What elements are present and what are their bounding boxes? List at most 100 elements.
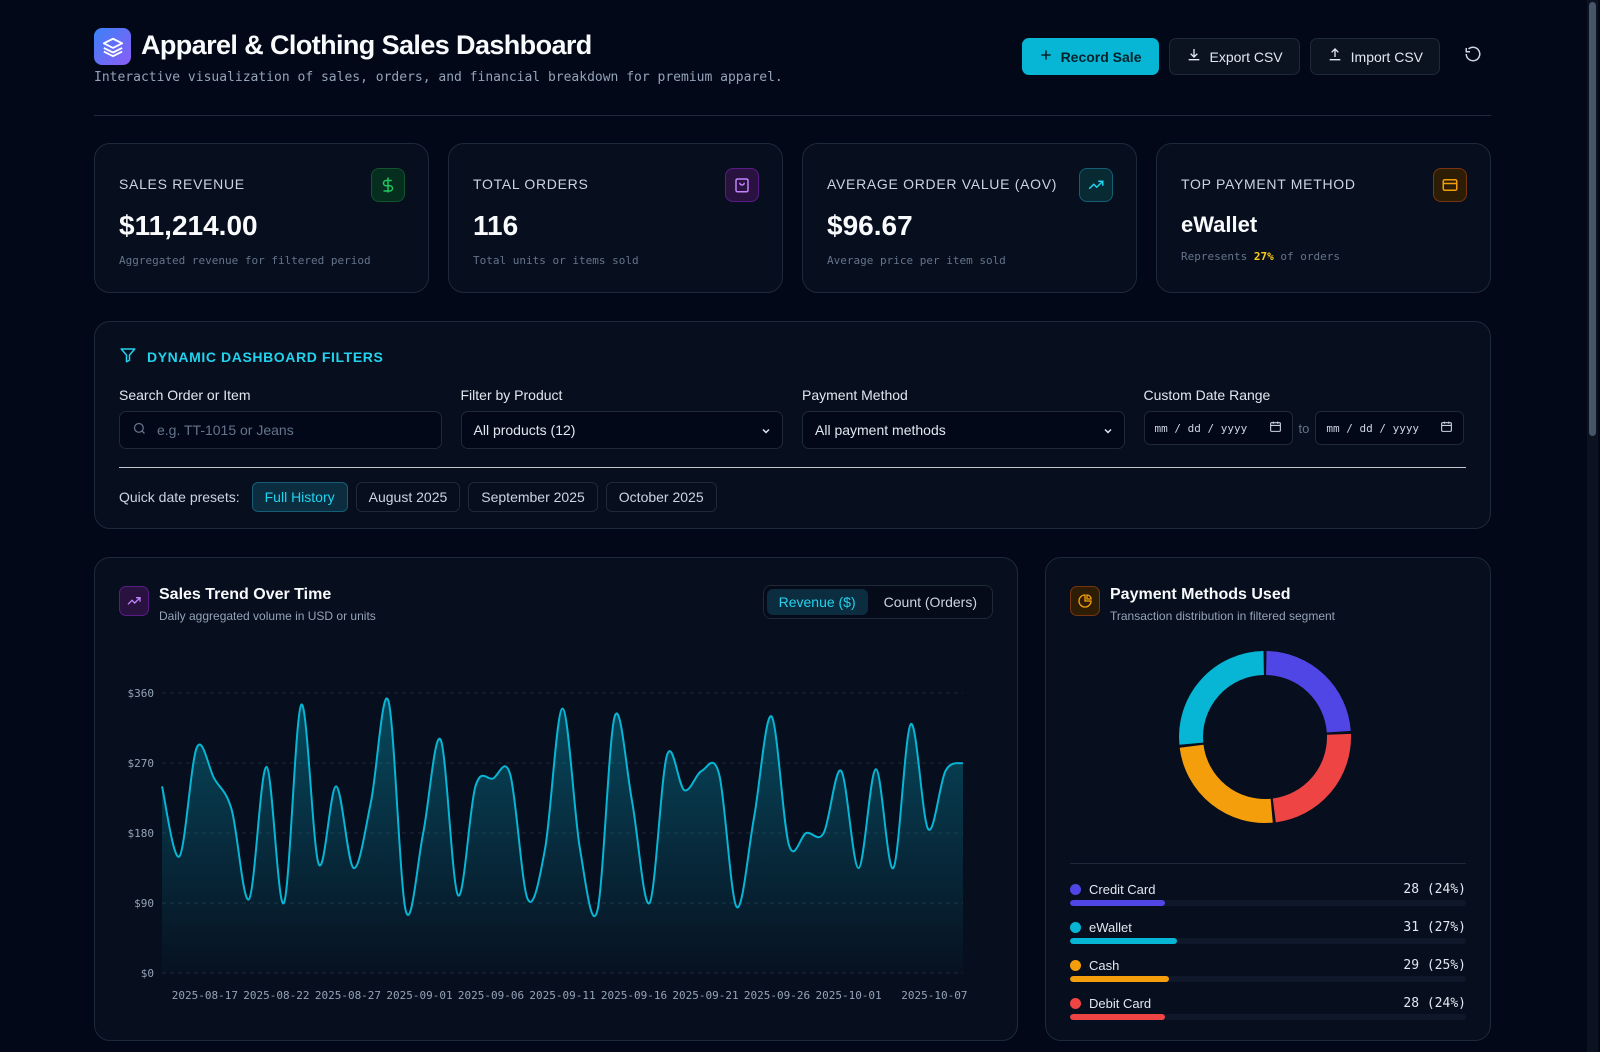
legend-label: Debit Card (1089, 995, 1152, 1011)
filter-icon (119, 346, 137, 367)
filters-divider (119, 467, 1466, 468)
payment-subtitle: Transaction distribution in filtered seg… (1110, 609, 1335, 623)
donut-slice-cash[interactable] (1179, 744, 1273, 823)
legend-dot (1070, 921, 1081, 933)
y-tick-label: $360 (128, 687, 155, 700)
donut-slice-ewallet[interactable] (1179, 651, 1265, 745)
preset-august-2025[interactable]: August 2025 (355, 482, 461, 512)
page-subtitle: Interactive visualization of sales, orde… (94, 70, 783, 85)
trending-up-icon (1079, 168, 1113, 202)
kpi-row: SALES REVENUE $11,214.00 Aggregated reve… (94, 143, 1491, 293)
product-filter-label: Filter by Product (460, 387, 563, 403)
x-tick-label: 2025-10-01 (815, 989, 881, 1002)
kpi-value: 116 (473, 210, 519, 241)
kpi-label: SALES REVENUE (119, 176, 245, 192)
date-presets: Quick date presets: Full History August … (119, 482, 1466, 512)
layers-icon (94, 28, 131, 65)
legend-item-ewallet: eWallet 31 (27%) (1070, 918, 1466, 944)
preset-full-history[interactable]: Full History (251, 482, 348, 512)
legend-item-debit-card: Debit Card 28 (24%) (1070, 994, 1466, 1020)
page-scrollbar[interactable] (1587, 0, 1598, 1052)
legend-value: 31 (27%) (1403, 919, 1466, 935)
legend-label: Credit Card (1089, 881, 1156, 897)
legend-dot (1070, 883, 1081, 895)
kpi-card-top-payment: TOP PAYMENT METHOD eWallet Represents 27… (1156, 143, 1491, 293)
x-tick-label: 2025-08-17 (172, 989, 238, 1002)
y-tick-label: $180 (128, 827, 155, 840)
credit-card-icon (1433, 168, 1467, 202)
sales-trend-card: Sales Trend Over Time Daily aggregated v… (94, 557, 1018, 1041)
legend-bar-fill (1070, 938, 1177, 944)
legend-value: 29 (25%) (1403, 957, 1466, 973)
x-tick-label: 2025-09-16 (601, 989, 667, 1002)
y-tick-label: $0 (141, 967, 154, 980)
x-tick-label: 2025-09-26 (744, 989, 810, 1002)
kpi-card-orders: TOTAL ORDERS 116 Total units or items so… (448, 143, 783, 293)
kpi-label: TOP PAYMENT METHOD (1181, 176, 1356, 192)
toggle-count[interactable]: Count (Orders) (883, 594, 977, 610)
y-tick-label: $90 (134, 897, 154, 910)
preset-october-2025[interactable]: October 2025 (605, 482, 717, 512)
legend-item-cash: Cash 29 (25%) (1070, 956, 1466, 982)
legend-item-credit-card: Credit Card 28 (24%) (1070, 880, 1466, 906)
presets-label: Quick date presets: (119, 489, 240, 505)
legend-bar-track (1070, 1014, 1466, 1020)
kpi-card-revenue: SALES REVENUE $11,214.00 Aggregated reve… (94, 143, 429, 293)
trend-metric-toggle: Revenue ($) Count (Orders) (762, 585, 993, 619)
sales-trend-chart: $0 $90 $180 $270 $360 2025-08-17 2025-08-22 202… (128, 687, 968, 1002)
search-input[interactable]: e.g. TT-1015 or Jeans (119, 411, 442, 449)
payment-donut-chart (1179, 651, 1351, 823)
legend-label: Cash (1089, 957, 1120, 973)
payment-select[interactable]: All payment methods (802, 411, 1125, 449)
page-title: Apparel & Clothing Sales Dashboard (141, 30, 592, 60)
dollar-icon (371, 168, 405, 202)
kpi-note: Total units or items sold (473, 254, 639, 267)
payment-filter-label: Payment Method (802, 387, 908, 403)
upload-icon (1327, 47, 1343, 66)
payment-title: Payment Methods Used (1110, 586, 1291, 603)
legend-dot (1070, 959, 1081, 971)
trend-title: Sales Trend Over Time (159, 586, 332, 603)
reset-button[interactable] (1454, 38, 1491, 75)
scrollbar-thumb[interactable] (1589, 2, 1596, 436)
x-tick-label: 2025-09-11 (529, 989, 595, 1002)
export-csv-button[interactable]: Export CSV (1168, 38, 1300, 75)
legend-bar-fill (1070, 976, 1169, 982)
donut-slice-debit-card[interactable] (1272, 733, 1351, 823)
legend-bar-fill (1070, 900, 1166, 906)
record-sale-button[interactable]: Record Sale (1021, 38, 1159, 75)
payment-legend: Credit Card 28 (24%) eWallet 31 (27%) Cash 29… (1070, 863, 1466, 1032)
filters-title: DYNAMIC DASHBOARD FILTERS (119, 346, 1466, 367)
kpi-note: Represents 27% of orders (1181, 250, 1340, 263)
chevron-down-icon (1102, 424, 1114, 440)
header: Apparel & Clothing Sales Dashboard Inter… (94, 0, 1491, 116)
x-tick-label: 2025-08-22 (243, 989, 309, 1002)
x-tick-label: 2025-09-21 (672, 989, 738, 1002)
shopping-bag-icon (725, 168, 759, 202)
calendar-icon (1440, 420, 1453, 436)
kpi-value: $96.67 (827, 210, 913, 241)
preset-september-2025[interactable]: September 2025 (468, 482, 598, 512)
y-tick-label: $270 (128, 757, 155, 770)
kpi-note: Aggregated revenue for filtered period (119, 254, 371, 267)
x-tick-label: 2025-09-01 (386, 989, 452, 1002)
legend-bar-fill (1070, 1014, 1166, 1020)
legend-value: 28 (24%) (1403, 995, 1466, 1011)
import-csv-button[interactable]: Import CSV (1309, 38, 1440, 75)
product-select[interactable]: All products (12) (460, 411, 783, 449)
trend-line (161, 697, 964, 918)
legend-value: 28 (24%) (1403, 881, 1466, 897)
date-from-input[interactable]: mm / dd / yyyy (1143, 411, 1293, 445)
kpi-value: eWallet (1181, 212, 1258, 237)
donut-slice-credit-card[interactable] (1265, 651, 1351, 734)
toggle-revenue[interactable]: Revenue ($) (766, 589, 868, 615)
area-fill (162, 698, 963, 973)
date-to-input[interactable]: mm / dd / yyyy (1315, 411, 1465, 445)
date-range-label: Custom Date Range (1143, 387, 1271, 403)
legend-label: eWallet (1089, 919, 1132, 935)
trending-up-icon (119, 586, 149, 616)
pie-chart-icon (1070, 586, 1100, 616)
kpi-note: Average price per item sold (827, 254, 1006, 267)
date-to-separator: to (1298, 420, 1310, 436)
x-tick-label: 2025-08-27 (315, 989, 381, 1002)
